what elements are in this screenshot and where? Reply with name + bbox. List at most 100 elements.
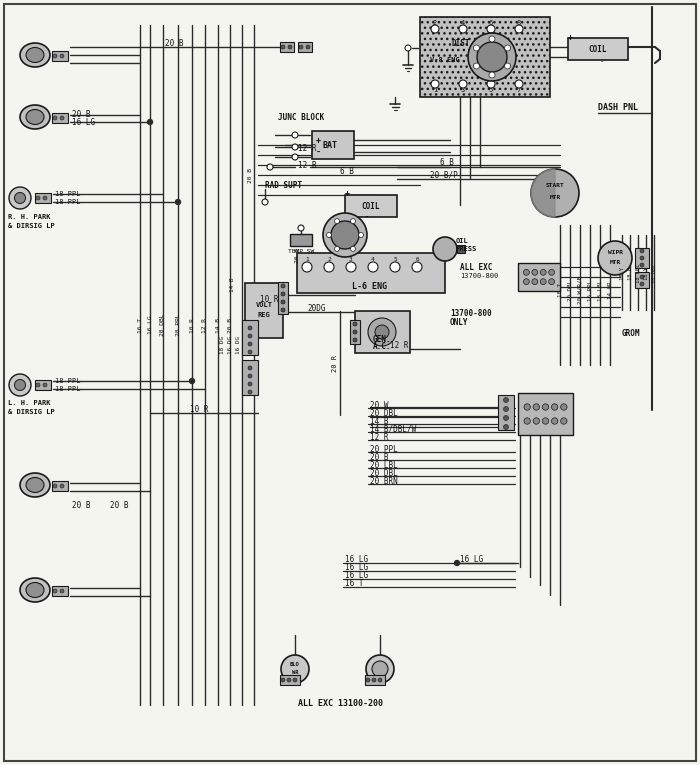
Text: 18 PPL: 18 PPL — [55, 386, 80, 392]
Circle shape — [281, 655, 309, 683]
Circle shape — [353, 338, 357, 342]
Circle shape — [281, 308, 285, 312]
Circle shape — [293, 678, 297, 682]
Text: ALL EXC: ALL EXC — [460, 262, 492, 272]
Text: -: - — [316, 148, 321, 157]
Bar — [35, 380, 51, 390]
Circle shape — [353, 330, 357, 334]
Circle shape — [515, 25, 523, 33]
Circle shape — [248, 366, 252, 370]
Circle shape — [598, 241, 632, 275]
Text: 6 B: 6 B — [340, 167, 354, 175]
Circle shape — [505, 63, 510, 69]
Text: 14 B: 14 B — [230, 278, 235, 292]
Bar — [498, 395, 514, 430]
Text: PRESS: PRESS — [456, 246, 477, 252]
Circle shape — [473, 45, 480, 51]
Circle shape — [503, 415, 508, 421]
Circle shape — [477, 42, 507, 72]
Text: ONLY: ONLY — [450, 317, 468, 327]
Text: COIL: COIL — [362, 201, 380, 210]
Text: REG: REG — [258, 312, 270, 318]
Text: 12 R: 12 R — [298, 144, 316, 152]
Text: 4: 4 — [461, 20, 465, 26]
Circle shape — [292, 154, 298, 160]
Text: 20 B/P: 20 B/P — [430, 171, 458, 180]
Circle shape — [503, 398, 508, 402]
Circle shape — [431, 25, 439, 33]
Circle shape — [60, 116, 64, 120]
Circle shape — [248, 390, 252, 394]
Text: 16 LG: 16 LG — [72, 118, 95, 126]
Circle shape — [298, 225, 304, 231]
Circle shape — [412, 262, 422, 272]
Text: 18 T: 18 T — [557, 283, 563, 297]
Text: 10 R: 10 R — [190, 317, 195, 333]
Circle shape — [324, 262, 334, 272]
Ellipse shape — [26, 477, 44, 493]
Text: R. H. PARK: R. H. PARK — [8, 214, 50, 220]
Circle shape — [372, 678, 376, 682]
Ellipse shape — [26, 47, 44, 63]
Bar — [280, 675, 300, 685]
Circle shape — [15, 193, 25, 203]
Text: 14 B: 14 B — [370, 416, 388, 425]
Circle shape — [524, 418, 531, 425]
Circle shape — [292, 144, 298, 150]
Circle shape — [292, 132, 298, 138]
Circle shape — [549, 278, 554, 285]
Circle shape — [248, 342, 252, 346]
Circle shape — [306, 45, 310, 49]
Circle shape — [323, 213, 367, 257]
Circle shape — [561, 418, 567, 425]
Text: 20 B: 20 B — [165, 38, 183, 47]
Text: 4: 4 — [371, 256, 375, 262]
Text: 10 R: 10 R — [190, 405, 209, 414]
Circle shape — [552, 404, 558, 410]
Text: 20DG: 20DG — [307, 304, 326, 312]
Text: V-8 ENG: V-8 ENG — [430, 57, 460, 63]
Text: COIL: COIL — [589, 44, 608, 54]
Bar — [242, 360, 258, 395]
Ellipse shape — [20, 578, 50, 602]
Text: +: + — [316, 135, 321, 145]
Text: 20 R: 20 R — [332, 354, 338, 372]
Ellipse shape — [26, 582, 44, 597]
Text: 20 DBL: 20 DBL — [160, 314, 165, 337]
Circle shape — [542, 404, 549, 410]
Circle shape — [288, 45, 292, 49]
Circle shape — [331, 221, 359, 249]
Circle shape — [335, 246, 339, 252]
Circle shape — [358, 233, 363, 237]
Circle shape — [281, 45, 285, 49]
Circle shape — [281, 678, 285, 682]
Circle shape — [468, 33, 516, 81]
Circle shape — [473, 63, 480, 69]
Text: 12 R: 12 R — [370, 432, 388, 441]
Circle shape — [542, 418, 549, 425]
Text: 20 B: 20 B — [72, 109, 90, 119]
Circle shape — [532, 269, 538, 275]
Text: 16 DG: 16 DG — [236, 336, 241, 354]
Circle shape — [524, 404, 531, 410]
Bar — [635, 272, 649, 288]
Text: BLO: BLO — [290, 662, 300, 666]
Circle shape — [267, 164, 273, 170]
Circle shape — [281, 300, 285, 304]
Text: 18 DBL: 18 DBL — [652, 263, 657, 283]
Text: +: + — [345, 188, 350, 197]
Bar — [420, 17, 550, 97]
Circle shape — [15, 379, 25, 390]
Text: START: START — [545, 183, 564, 187]
Circle shape — [190, 379, 195, 383]
Circle shape — [640, 275, 644, 279]
Circle shape — [533, 418, 540, 425]
Circle shape — [353, 322, 357, 326]
Bar — [635, 248, 649, 268]
Circle shape — [640, 263, 644, 267]
Text: 20 B: 20 B — [228, 317, 232, 333]
Circle shape — [43, 196, 47, 200]
Text: RAD SUPT: RAD SUPT — [265, 181, 302, 190]
Bar — [518, 393, 573, 435]
Circle shape — [148, 119, 153, 125]
